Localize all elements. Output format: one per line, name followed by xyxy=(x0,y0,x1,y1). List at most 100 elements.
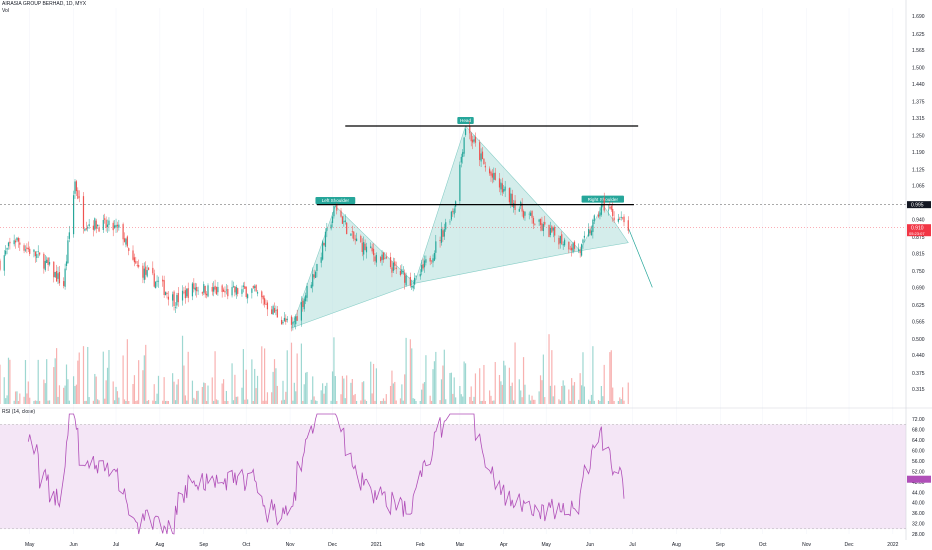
time-axis-label: Oct xyxy=(242,542,250,548)
volume-bar xyxy=(82,346,85,404)
volume-bar xyxy=(211,377,213,404)
rsi-tick-label: 60.00 xyxy=(912,449,925,455)
candle-body xyxy=(450,211,452,220)
candle-body xyxy=(211,286,213,292)
candle-body xyxy=(445,222,447,230)
candle-body xyxy=(271,309,273,315)
candle-body xyxy=(421,265,423,272)
candle-body xyxy=(114,225,116,228)
volume-bar xyxy=(613,401,615,404)
candle-body xyxy=(78,196,80,198)
volume-bar xyxy=(542,354,544,404)
volume-bar xyxy=(97,399,99,404)
candle-body xyxy=(322,241,324,260)
candle-body xyxy=(370,246,372,249)
volume-bar xyxy=(460,394,462,404)
candle-body xyxy=(205,293,208,296)
volume-bar xyxy=(563,385,566,404)
volume-bar xyxy=(293,382,295,404)
candle-body xyxy=(419,274,421,277)
candle-body xyxy=(449,221,451,223)
volume-bar xyxy=(264,348,266,404)
candle-body xyxy=(422,264,424,269)
volume-bar xyxy=(143,355,145,404)
volume-bar xyxy=(104,398,106,404)
candle-body xyxy=(491,173,494,178)
volume-bar xyxy=(306,371,308,404)
volume-bar xyxy=(562,380,564,404)
last-price-countdown: 05:23:07 xyxy=(909,231,925,236)
volume-bar xyxy=(290,342,293,404)
volume-bar xyxy=(423,382,426,404)
price-tick-label: 1.065 xyxy=(912,184,925,190)
volume-bar xyxy=(227,400,229,404)
volume-bar xyxy=(620,399,622,404)
candle-body xyxy=(142,265,144,278)
volume-bar xyxy=(203,382,205,404)
price-tick-label: 1.190 xyxy=(912,150,925,156)
rsi-band xyxy=(0,424,906,529)
volume-bar xyxy=(181,335,184,404)
candle-body xyxy=(275,310,277,311)
volume-bar xyxy=(302,400,304,404)
candle-body xyxy=(181,290,184,301)
volume-label: Vol xyxy=(2,8,9,14)
candle-body xyxy=(272,306,274,315)
last-price-tag-bg xyxy=(907,224,931,237)
volume-bar xyxy=(548,334,550,404)
rsi-tick-label: 36.00 xyxy=(912,511,925,517)
candle-body xyxy=(382,252,385,260)
volume-bar xyxy=(242,349,244,404)
volume-bar xyxy=(213,400,215,404)
candle-body xyxy=(409,276,411,286)
candle-body xyxy=(425,259,427,263)
candle-body xyxy=(221,285,223,293)
volume-bar xyxy=(382,398,385,404)
candle-body xyxy=(392,262,394,271)
volume-bar xyxy=(232,400,235,404)
volume-bar xyxy=(177,379,179,404)
time-axis-label: Jun xyxy=(70,542,78,548)
volume-bar xyxy=(320,390,322,404)
candle-body xyxy=(573,241,576,249)
volume-bar xyxy=(324,385,327,404)
volume-bar xyxy=(513,400,515,404)
volume-bar xyxy=(14,391,17,404)
candle-body xyxy=(371,247,373,252)
candle-body xyxy=(63,281,65,286)
level-lines xyxy=(0,125,906,228)
volume-bar xyxy=(247,399,249,404)
candle-body xyxy=(490,171,492,176)
candle-body xyxy=(627,220,629,231)
candle-body xyxy=(215,286,218,295)
candle-body xyxy=(415,275,417,277)
volume-bar xyxy=(244,399,246,404)
volume-bar xyxy=(610,350,612,404)
candle-body xyxy=(194,287,196,291)
volume-bar xyxy=(114,400,116,404)
volume-bar xyxy=(37,359,39,404)
candle-body xyxy=(336,203,338,211)
candle-body xyxy=(528,213,530,215)
volume-bar xyxy=(363,381,365,404)
volume-bar xyxy=(241,387,243,404)
candle-body xyxy=(363,242,365,255)
volume-bar xyxy=(551,350,553,404)
time-axis-label: Feb xyxy=(416,542,425,548)
volume-bar xyxy=(474,373,477,404)
volume-bar xyxy=(583,386,585,404)
candle-body xyxy=(530,212,532,216)
candle-body xyxy=(551,226,553,233)
volume-bar xyxy=(17,400,19,404)
head-label: Head xyxy=(460,118,471,123)
volume-bar xyxy=(561,385,563,404)
volume-bar xyxy=(409,339,411,404)
candle-body xyxy=(252,285,254,288)
candle-body xyxy=(123,238,126,242)
volume-bar xyxy=(152,400,154,404)
candle-body xyxy=(0,260,1,270)
candle-body xyxy=(361,242,363,253)
candle-body xyxy=(365,246,368,253)
candle-body xyxy=(508,188,510,203)
